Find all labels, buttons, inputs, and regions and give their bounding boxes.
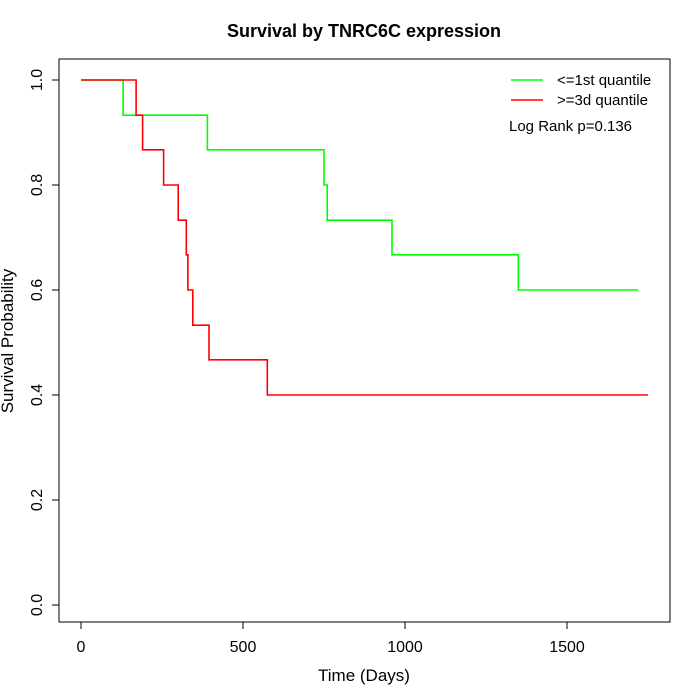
x-tick-label: 1000: [387, 639, 423, 656]
y-tick-label: 0.6: [29, 279, 46, 301]
y-tick-label: 0.0: [29, 594, 46, 616]
y-axis-label: Survival Probability: [0, 268, 17, 413]
y-axis: 0.0 0.2 0.4 0.6 0.8 1.0: [29, 69, 60, 616]
x-tick-label: 1500: [549, 639, 585, 656]
x-axis-label: Time (Days): [318, 666, 410, 685]
x-tick-label: 500: [230, 639, 257, 656]
y-tick-label: 0.2: [29, 489, 46, 511]
y-tick-label: 0.4: [29, 384, 46, 406]
survival-curves: [81, 79, 648, 396]
legend: <=1st quantile >=3d quantile: [511, 72, 651, 109]
legend-label-1: <=1st quantile: [557, 72, 651, 89]
x-tick-label: 0: [77, 639, 86, 656]
plot-frame: [58, 58, 671, 623]
x-axis: 0 500 1000 1500: [77, 621, 585, 656]
series-line-2: [81, 79, 648, 396]
legend-label-2: >=3d quantile: [557, 92, 648, 109]
log-rank-annotation: Log Rank p=0.136: [509, 118, 632, 135]
y-tick-label: 0.8: [29, 174, 46, 196]
chart-title: Survival by TNRC6C expression: [227, 21, 501, 41]
y-tick-label: 1.0: [29, 69, 46, 91]
